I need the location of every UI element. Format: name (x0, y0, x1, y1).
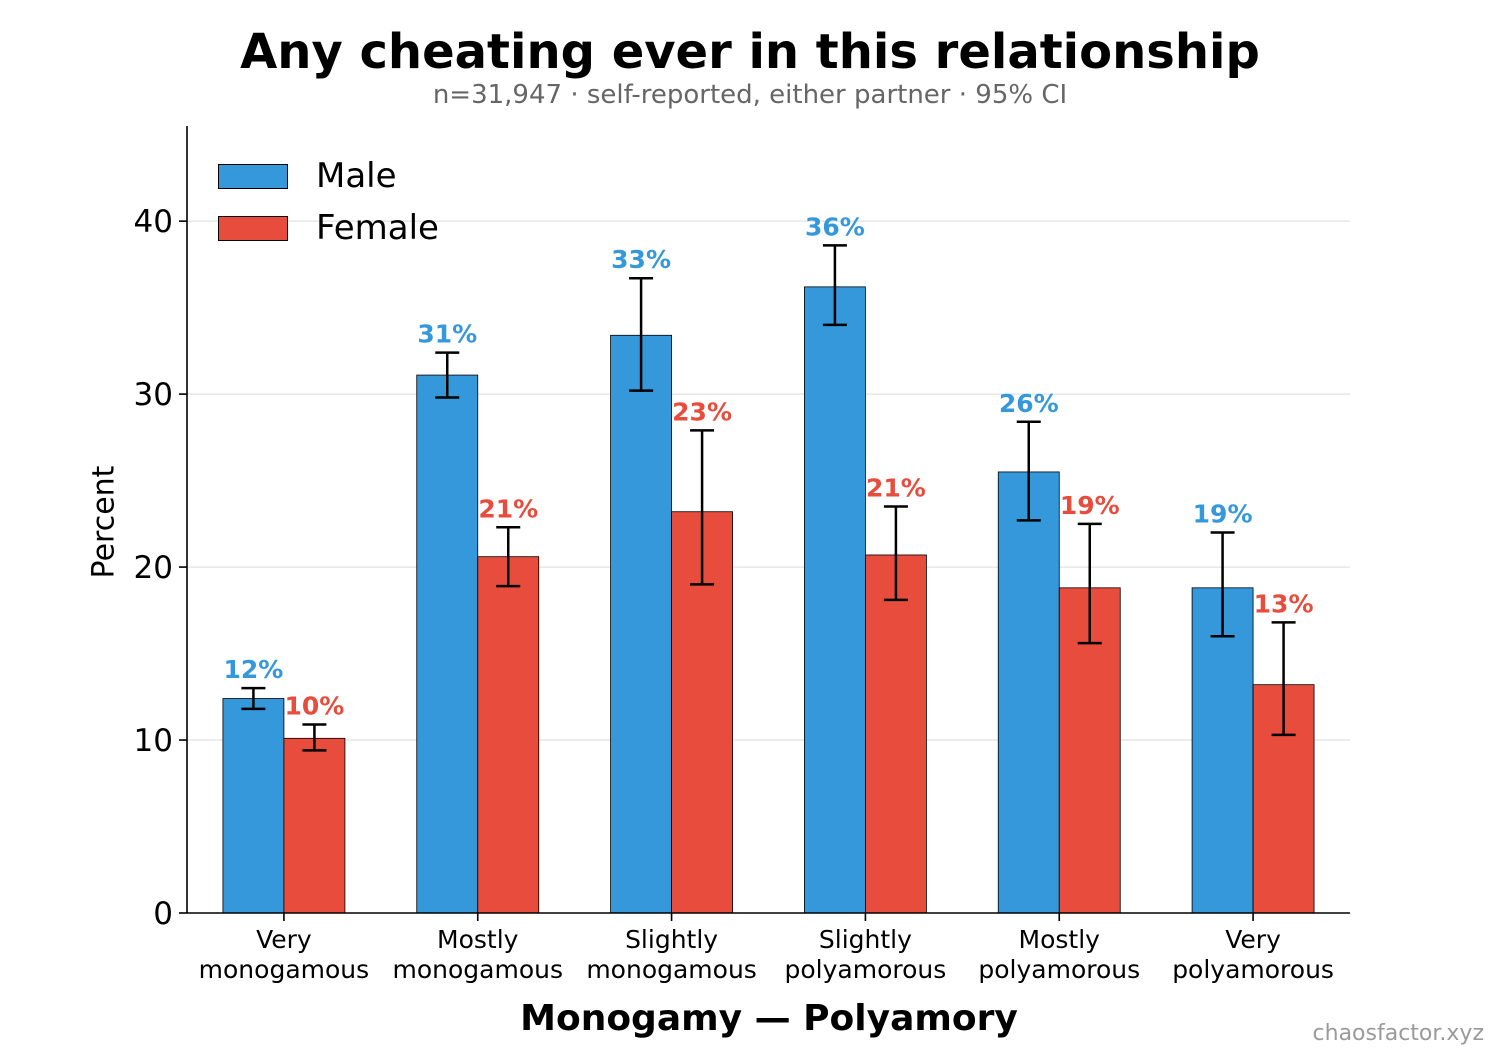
x-tick-label: Very (1225, 925, 1281, 954)
data-label: 19% (1060, 491, 1120, 520)
data-label: 31% (417, 320, 477, 349)
legend-label-male: Male (316, 156, 397, 196)
legend-label-female: Female (316, 208, 439, 248)
y-tick-label: 20 (134, 550, 173, 586)
x-tick-label: Mostly (1019, 925, 1101, 954)
watermark: chaosfactor.xyz (1312, 1021, 1484, 1046)
bar-female (477, 556, 540, 914)
x-tick-label: monogamous (393, 955, 564, 984)
y-tick-label: 30 (134, 377, 173, 413)
x-tick-label: polyamorous (1172, 955, 1334, 984)
data-label: 13% (1254, 589, 1314, 618)
bar-male (222, 698, 285, 914)
data-label: 10% (284, 691, 344, 720)
x-tick-label: polyamorous (978, 955, 1140, 984)
bar-male (997, 471, 1060, 914)
x-axis-label: Monogamy — Polyamory (520, 998, 1018, 1039)
data-label: 26% (999, 389, 1059, 418)
data-label: 36% (805, 212, 865, 241)
x-tick-label: polyamorous (785, 955, 947, 984)
data-label: 21% (866, 474, 926, 503)
legend-swatch-male (218, 163, 288, 189)
x-tick-label: Very (256, 925, 312, 954)
legend-item-female: Female (218, 202, 439, 254)
legend-item-male: Male (218, 150, 439, 202)
bar-female (283, 737, 346, 914)
bar-female (865, 554, 927, 914)
chart-title: Any cheating ever in this relationship (240, 24, 1260, 80)
y-tick-label: 40 (134, 204, 173, 240)
bar-male (610, 334, 672, 914)
bar-male (1191, 587, 1254, 914)
legend-swatch-female (218, 215, 288, 241)
bar-male (804, 286, 866, 914)
x-tick-label: monogamous (586, 955, 757, 984)
data-label: 12% (223, 655, 283, 684)
data-label: 23% (672, 397, 732, 426)
bar-male (416, 374, 479, 914)
data-label: 33% (611, 245, 671, 274)
x-tick-label: Slightly (625, 925, 718, 954)
x-tick-label: Slightly (819, 925, 912, 954)
chart-subtitle: n=31,947 · self-reported, either partner… (432, 80, 1068, 110)
data-label: 21% (478, 494, 538, 523)
data-label: 19% (1193, 499, 1253, 528)
x-tick-label: Mostly (437, 925, 519, 954)
y-tick-label: 0 (153, 896, 173, 932)
x-tick-label: monogamous (199, 955, 370, 984)
y-tick-label: 10 (134, 723, 173, 759)
legend: Male Female (218, 150, 439, 254)
